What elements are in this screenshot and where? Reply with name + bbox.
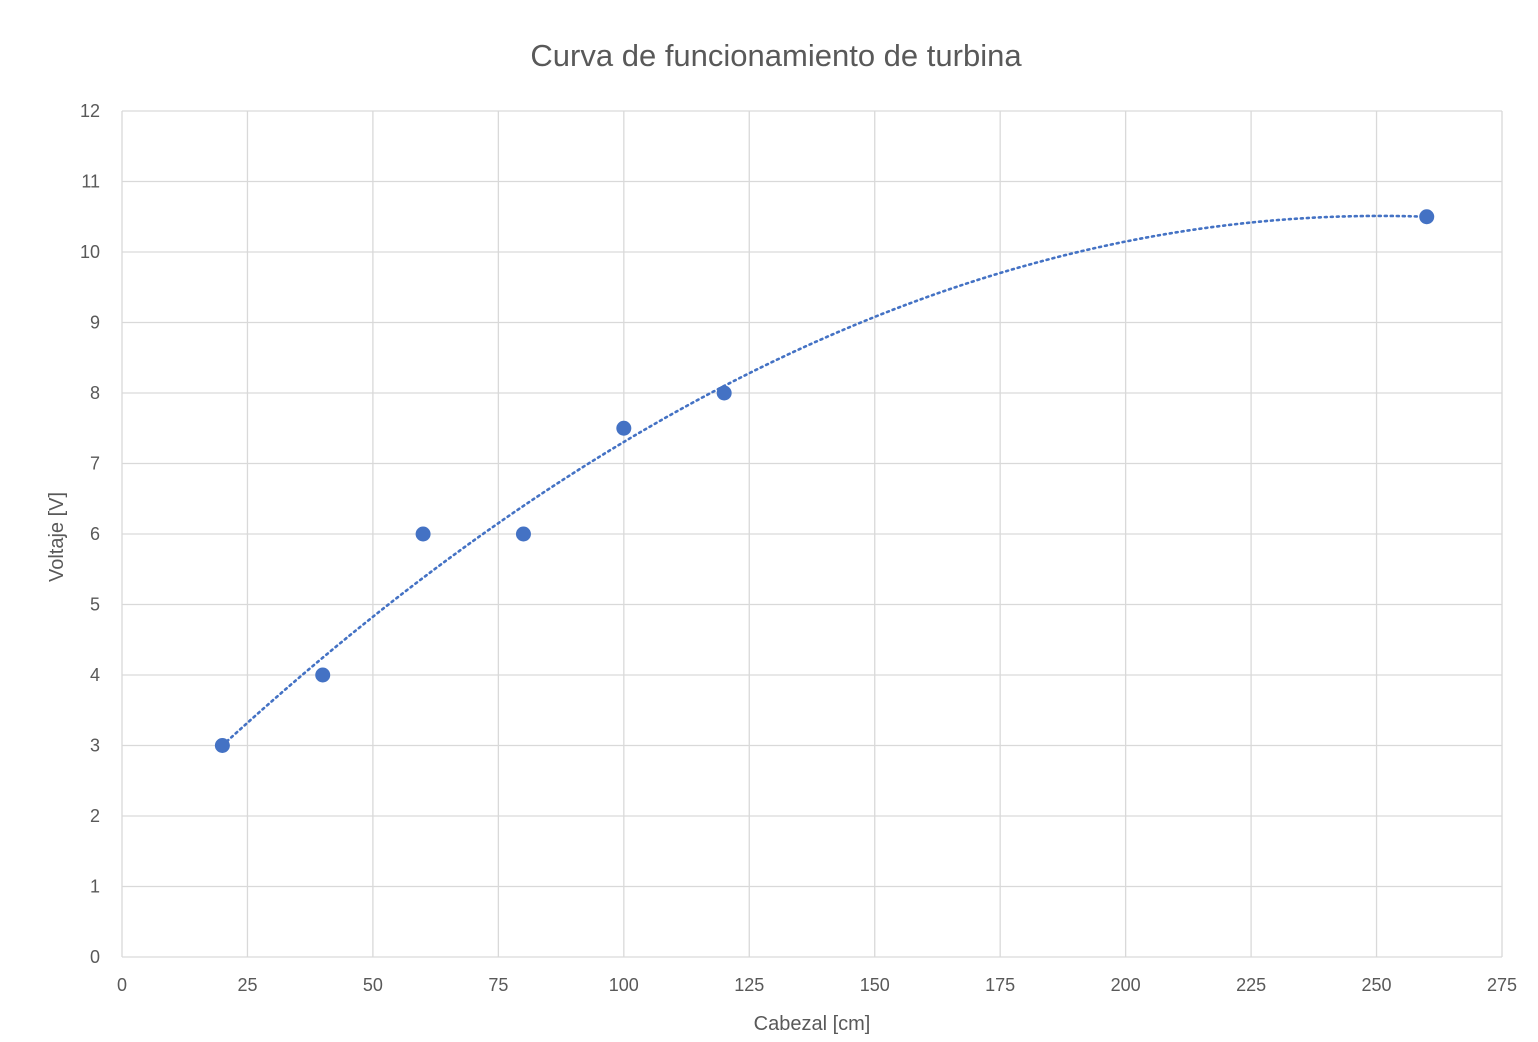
y-tick-label: 1 xyxy=(90,877,100,897)
x-tick-label: 275 xyxy=(1487,975,1517,995)
x-axis-title: Cabezal [cm] xyxy=(754,1013,871,1035)
data-point xyxy=(1419,209,1435,225)
y-tick-label: 2 xyxy=(90,806,100,826)
x-tick-label: 50 xyxy=(363,975,383,995)
data-point xyxy=(415,526,431,542)
x-tick-label: 75 xyxy=(488,975,508,995)
y-tick-label: 12 xyxy=(80,101,100,121)
y-tick-label: 9 xyxy=(90,313,100,333)
data-point xyxy=(515,526,531,542)
y-tick-label: 0 xyxy=(90,947,100,967)
x-tick-label: 100 xyxy=(609,975,639,995)
x-tick-label: 125 xyxy=(734,975,764,995)
x-tick-label: 175 xyxy=(985,975,1015,995)
y-axis-title: Voltaje [V] xyxy=(46,492,68,582)
y-tick-label: 4 xyxy=(90,665,100,685)
x-tick-label: 225 xyxy=(1236,975,1266,995)
y-tick-label: 8 xyxy=(90,383,100,403)
data-point xyxy=(616,420,632,436)
y-tick-label: 6 xyxy=(90,524,100,544)
x-tick-label: 200 xyxy=(1111,975,1141,995)
y-tick-label: 11 xyxy=(81,172,100,192)
x-tick-label: 150 xyxy=(860,975,890,995)
x-tick-label: 25 xyxy=(237,975,257,995)
y-tick-label: 7 xyxy=(90,454,100,474)
data-point xyxy=(214,738,230,753)
data-point xyxy=(315,667,331,683)
data-point xyxy=(716,385,732,401)
grid-lines xyxy=(121,110,1503,958)
y-tick-label: 5 xyxy=(90,595,100,615)
trendline xyxy=(221,214,1429,747)
chart-title: Curva de funcionamiento de turbina xyxy=(530,38,1022,73)
y-tick-label: 3 xyxy=(90,736,100,756)
x-tick-label: 250 xyxy=(1362,975,1392,995)
y-tick-label: 10 xyxy=(80,242,100,262)
x-tick-label: 0 xyxy=(117,975,127,995)
data-points xyxy=(214,209,1435,753)
